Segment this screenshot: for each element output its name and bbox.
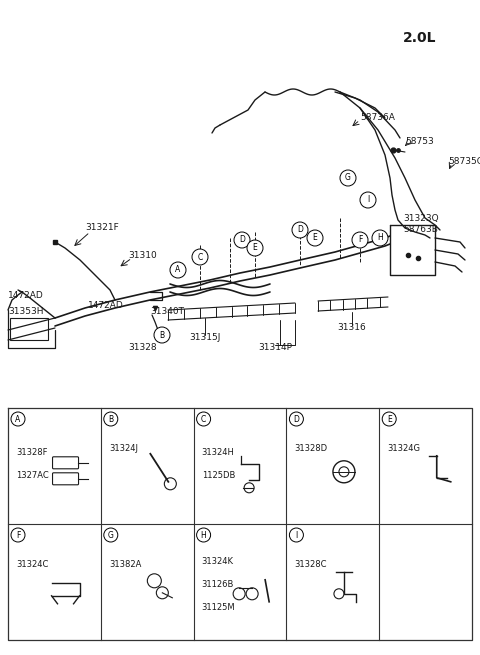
Text: C: C xyxy=(201,415,206,424)
Text: B: B xyxy=(108,415,113,424)
Text: 31125M: 31125M xyxy=(202,603,235,612)
Circle shape xyxy=(170,262,186,278)
Text: H: H xyxy=(377,233,383,242)
Circle shape xyxy=(234,232,250,248)
Text: 31126B: 31126B xyxy=(202,580,234,589)
Circle shape xyxy=(192,249,208,265)
Text: E: E xyxy=(312,233,317,242)
Text: 31314P: 31314P xyxy=(258,343,292,352)
Text: G: G xyxy=(345,174,351,183)
Text: 2.0L: 2.0L xyxy=(403,31,437,45)
Text: D: D xyxy=(239,236,245,244)
Text: I: I xyxy=(367,195,369,204)
Circle shape xyxy=(11,528,25,542)
Circle shape xyxy=(372,230,388,246)
Text: 31324C: 31324C xyxy=(16,560,48,569)
Text: D: D xyxy=(293,415,300,424)
Circle shape xyxy=(352,232,368,248)
Text: A: A xyxy=(15,415,21,424)
Text: D: D xyxy=(297,225,303,234)
Text: C: C xyxy=(197,252,203,261)
Text: 31353H: 31353H xyxy=(8,307,44,316)
Circle shape xyxy=(11,412,25,426)
Circle shape xyxy=(382,412,396,426)
Text: F: F xyxy=(358,236,362,244)
Text: 31328F: 31328F xyxy=(16,447,48,457)
Circle shape xyxy=(289,412,303,426)
Circle shape xyxy=(247,240,263,256)
Text: 1327AC: 1327AC xyxy=(16,471,49,479)
Text: 31324J: 31324J xyxy=(109,444,138,453)
Text: A: A xyxy=(175,265,180,274)
Text: 31316: 31316 xyxy=(337,324,366,333)
Text: F: F xyxy=(16,531,20,540)
Circle shape xyxy=(154,327,170,343)
Text: 31328: 31328 xyxy=(128,343,156,352)
Text: H: H xyxy=(201,531,206,540)
Text: 58753: 58753 xyxy=(405,138,434,147)
Text: 58735C: 58735C xyxy=(448,157,480,166)
Text: 31324H: 31324H xyxy=(202,447,234,457)
Text: 31324K: 31324K xyxy=(202,557,234,566)
Text: E: E xyxy=(387,415,392,424)
Text: 31324G: 31324G xyxy=(387,444,420,453)
Circle shape xyxy=(360,192,376,208)
Text: B: B xyxy=(159,331,165,339)
Text: 31323Q: 31323Q xyxy=(403,214,439,223)
Text: 1472AD: 1472AD xyxy=(88,301,124,310)
Circle shape xyxy=(292,222,308,238)
Circle shape xyxy=(104,528,118,542)
Circle shape xyxy=(197,412,211,426)
Circle shape xyxy=(289,528,303,542)
Text: 58763B: 58763B xyxy=(403,225,438,234)
Text: G: G xyxy=(108,531,114,540)
Text: 58736A: 58736A xyxy=(360,113,395,122)
Text: 31310: 31310 xyxy=(128,250,157,259)
Text: 31321F: 31321F xyxy=(85,223,119,233)
Text: 31328D: 31328D xyxy=(294,444,327,453)
Bar xyxy=(10,318,48,340)
Circle shape xyxy=(104,412,118,426)
Text: E: E xyxy=(252,244,257,252)
Circle shape xyxy=(197,528,211,542)
Text: 31340T: 31340T xyxy=(150,307,184,316)
Text: 31315J: 31315J xyxy=(189,333,221,343)
Circle shape xyxy=(340,170,356,186)
Text: 1125DB: 1125DB xyxy=(202,471,235,479)
Text: 1472AD: 1472AD xyxy=(8,291,44,299)
Circle shape xyxy=(307,230,323,246)
Text: I: I xyxy=(295,531,298,540)
Text: 31328C: 31328C xyxy=(294,560,327,569)
Text: 31382A: 31382A xyxy=(109,560,141,569)
